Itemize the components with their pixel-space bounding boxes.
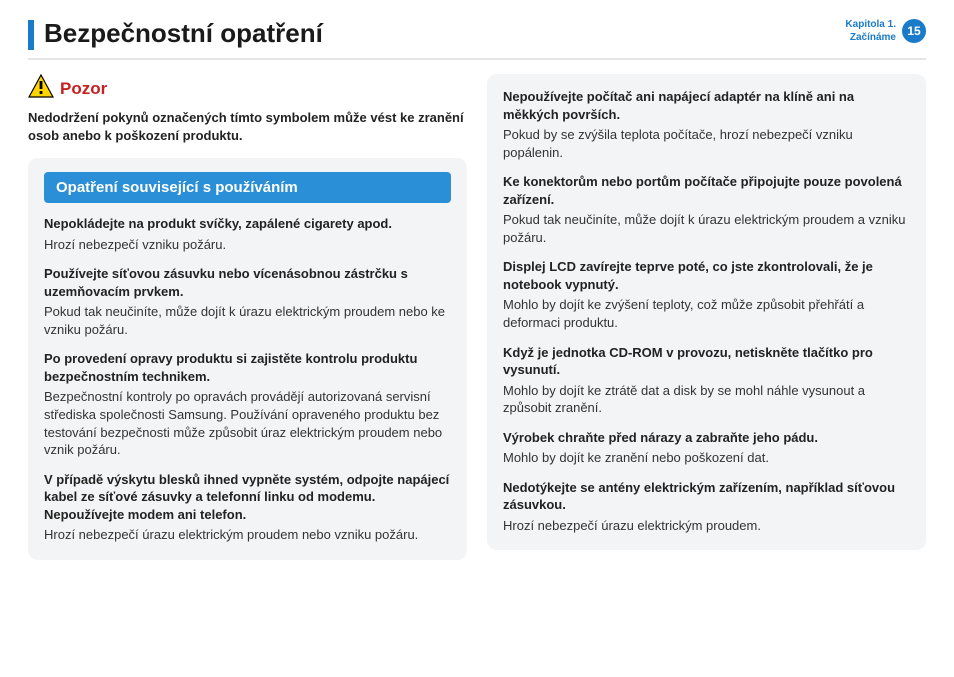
caution-label: Pozor xyxy=(60,79,107,99)
page-title: Bezpečnostní opatření xyxy=(44,18,845,49)
precaution-body: Hrozí nebezpečí úrazu elektrickým proude… xyxy=(44,526,451,544)
precaution-heading: V případě výskytu blesků ihned vypněte s… xyxy=(44,471,451,524)
manual-page: Bezpečnostní opatření Kapitola 1. Začíná… xyxy=(0,0,954,677)
precaution-item: Používejte síťovou zásuvku nebo vícenáso… xyxy=(44,265,451,338)
chapter-line-2: Začínáme xyxy=(845,31,896,44)
page-header: Bezpečnostní opatření Kapitola 1. Začíná… xyxy=(28,18,926,60)
precaution-heading: Ke konektorům nebo portům počítače připo… xyxy=(503,173,910,208)
precaution-item: Nepokládejte na produkt svíčky, zapálené… xyxy=(44,215,451,253)
precaution-heading: Nedotýkejte se antény elektrickým zaříze… xyxy=(503,479,910,514)
precaution-heading: Používejte síťovou zásuvku nebo vícenáso… xyxy=(44,265,451,300)
precaution-item: Ke konektorům nebo portům počítače připo… xyxy=(503,173,910,246)
precaution-heading: Když je jednotka CD-ROM v provozu, netis… xyxy=(503,344,910,379)
precaution-body: Hrozí nebezpečí úrazu elektrickým proude… xyxy=(503,517,910,535)
left-precautions-box: Opatření související s používáním Nepokl… xyxy=(28,158,467,560)
precaution-body: Pokud tak neučiníte, může dojít k úrazu … xyxy=(44,303,451,338)
precaution-body: Hrozí nebezpečí vzniku požáru. xyxy=(44,236,451,254)
precaution-body: Bezpečnostní kontroly po opravách provád… xyxy=(44,388,451,458)
precaution-heading: Výrobek chraňte před nárazy a zabraňte j… xyxy=(503,429,910,447)
precaution-item: Displej LCD zavírejte teprve poté, co js… xyxy=(503,258,910,331)
precaution-item: V případě výskytu blesků ihned vypněte s… xyxy=(44,471,451,544)
right-precautions-box: Nepoužívejte počítač ani napájecí adapté… xyxy=(487,74,926,550)
title-accent-bar xyxy=(28,20,34,50)
page-number-badge: 15 xyxy=(902,19,926,43)
precaution-item: Když je jednotka CD-ROM v provozu, netis… xyxy=(503,344,910,417)
caution-description: Nedodržení pokynů označených tímto symbo… xyxy=(28,109,467,144)
precaution-item: Po provedení opravy produktu si zajistět… xyxy=(44,350,451,458)
precaution-item: Nepoužívejte počítač ani napájecí adapté… xyxy=(503,88,910,161)
warning-icon xyxy=(28,74,54,103)
precaution-body: Mohlo by dojít ke zvýšení teploty, což m… xyxy=(503,296,910,331)
precaution-item: Výrobek chraňte před nárazy a zabraňte j… xyxy=(503,429,910,467)
precaution-body: Pokud by se zvýšila teplota počítače, hr… xyxy=(503,126,910,161)
precaution-heading: Po provedení opravy produktu si zajistět… xyxy=(44,350,451,385)
precaution-heading: Displej LCD zavírejte teprve poté, co js… xyxy=(503,258,910,293)
header-meta-block: Kapitola 1. Začínáme 15 xyxy=(845,18,926,44)
right-column: Nepoužívejte počítač ani napájecí adapté… xyxy=(487,74,926,560)
precaution-body: Pokud tak neučiníte, může dojít k úrazu … xyxy=(503,211,910,246)
precaution-heading: Nepokládejte na produkt svíčky, zapálené… xyxy=(44,215,451,233)
precaution-heading: Nepoužívejte počítač ani napájecí adapté… xyxy=(503,88,910,123)
content-columns: Pozor Nedodržení pokynů označených tímto… xyxy=(28,74,926,560)
chapter-line-1: Kapitola 1. xyxy=(845,18,896,31)
precaution-body: Mohlo by dojít ke ztrátě dat a disk by s… xyxy=(503,382,910,417)
section-banner: Opatření související s používáním xyxy=(44,172,451,203)
caution-header: Pozor xyxy=(28,74,467,103)
left-column: Pozor Nedodržení pokynů označených tímto… xyxy=(28,74,467,560)
precaution-body: Mohlo by dojít ke zranění nebo poškození… xyxy=(503,449,910,467)
precaution-item: Nedotýkejte se antény elektrickým zaříze… xyxy=(503,479,910,535)
chapter-label: Kapitola 1. Začínáme xyxy=(845,18,896,44)
